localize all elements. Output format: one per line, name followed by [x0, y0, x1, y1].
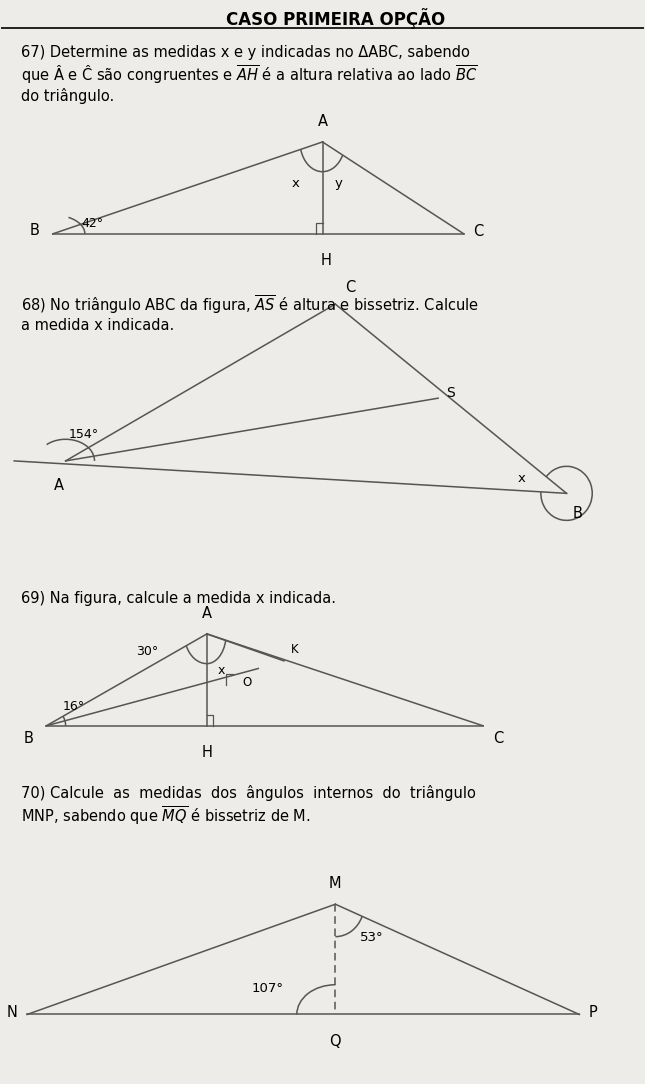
Text: C: C [345, 281, 355, 296]
Text: B: B [30, 223, 40, 238]
Text: S: S [446, 386, 455, 400]
Text: 67) Determine as medidas x e y indicadas no ΔABC, sabendo
que Â e Ĉ são congruen: 67) Determine as medidas x e y indicadas… [21, 44, 477, 104]
Text: x: x [292, 177, 299, 190]
Text: x: x [217, 664, 224, 678]
Text: C: C [493, 732, 503, 746]
Text: A: A [202, 606, 212, 621]
Text: A: A [54, 478, 64, 493]
Text: 16°: 16° [63, 700, 84, 713]
Text: 42°: 42° [82, 217, 104, 230]
Text: y: y [335, 177, 342, 190]
Text: 53°: 53° [360, 931, 383, 944]
Text: H: H [201, 746, 212, 760]
Text: 107°: 107° [252, 982, 284, 995]
Text: Q: Q [330, 1034, 341, 1049]
Text: O: O [243, 676, 252, 689]
Text: 154°: 154° [69, 428, 99, 441]
Text: M: M [329, 876, 342, 891]
Text: C: C [473, 224, 484, 240]
Text: 69) Na figura, calcule a medida x indicada.: 69) Na figura, calcule a medida x indica… [21, 591, 335, 606]
Text: K: K [290, 643, 298, 656]
Text: 68) No triângulo ABC da figura, $\overline{AS}$ é altura e bissetriz. Calcule
a : 68) No triângulo ABC da figura, $\overli… [21, 294, 479, 333]
Text: B: B [573, 506, 583, 521]
Text: CASO PRIMEIRA OPÇÃO: CASO PRIMEIRA OPÇÃO [226, 9, 445, 29]
Text: B: B [24, 732, 34, 746]
Text: H: H [321, 254, 331, 269]
Text: A: A [317, 114, 328, 129]
Text: P: P [589, 1005, 598, 1020]
Text: 30°: 30° [137, 645, 159, 658]
Text: x: x [518, 472, 526, 485]
Text: 70) Calcule  as  medidas  dos  ângulos  internos  do  triângulo
MNP, sabendo que: 70) Calcule as medidas dos ângulos inter… [21, 785, 475, 827]
Text: N: N [6, 1005, 17, 1020]
